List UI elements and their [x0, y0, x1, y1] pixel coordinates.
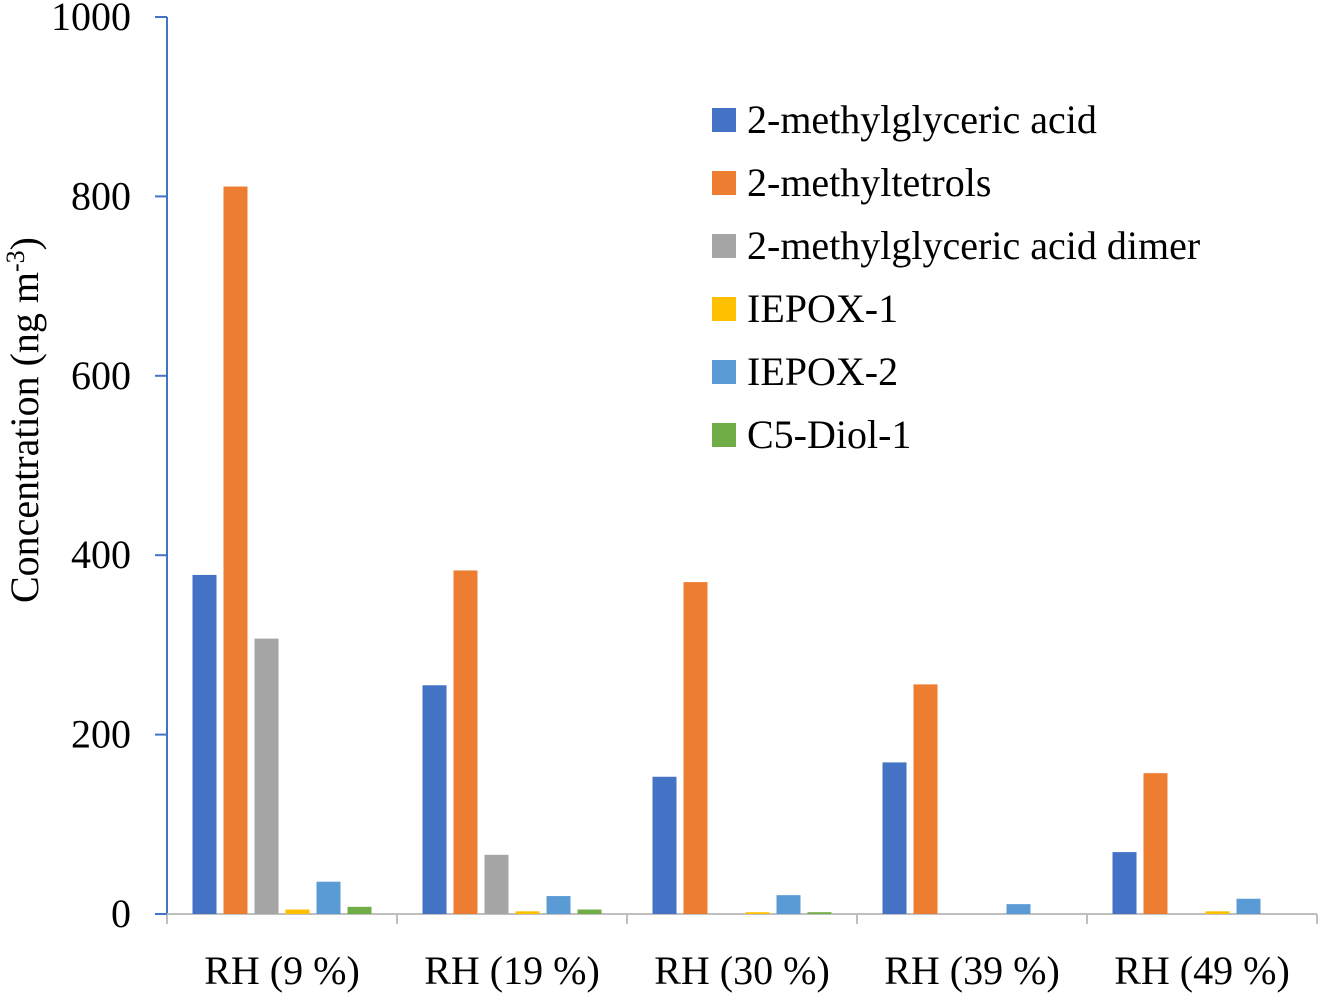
- legend-label: 2-methylglyceric acid dimer: [747, 223, 1200, 268]
- y-tick-label: 0: [111, 891, 131, 936]
- bar: [882, 762, 907, 914]
- legend: 2-methylglyceric acid 2-methyltetrols 2-me…: [712, 97, 1200, 457]
- y-axis-title-text: Concentration (ng m-3): [1, 237, 47, 603]
- bar: [347, 906, 372, 914]
- bar: [1236, 898, 1261, 914]
- legend-swatch: [712, 171, 736, 195]
- bar: [745, 912, 770, 914]
- legend-label: 2-methyltetrols: [747, 160, 991, 205]
- legend-swatch: [712, 297, 736, 321]
- bar: [1205, 911, 1230, 914]
- bar: [515, 911, 540, 914]
- bar: [652, 776, 677, 914]
- x-tick-label: RH (30 %): [654, 948, 830, 993]
- bar: [913, 684, 938, 914]
- bar: [192, 574, 217, 914]
- bar: [453, 570, 478, 914]
- legend-swatch: [712, 234, 736, 258]
- bar: [1143, 773, 1168, 914]
- y-axis-title: Concentration (ng m-3): [1, 237, 47, 603]
- legend-swatch: [712, 423, 736, 447]
- legend-label: 2-methylglyceric acid: [747, 97, 1097, 142]
- x-tick-label: RH (19 %): [424, 948, 600, 993]
- bar: [1112, 852, 1137, 914]
- bar: [577, 909, 602, 914]
- bar: [546, 896, 571, 914]
- x-tick-labels: RH (9 %) RH (19 %) RH (30 %) RH (39 %) RH (4…: [204, 948, 1290, 993]
- bars: [192, 186, 1261, 914]
- legend-label: IEPOX-2: [747, 349, 898, 394]
- y-tick-label: 600: [71, 353, 131, 398]
- bar: [683, 582, 708, 914]
- legend-swatch: [712, 108, 736, 132]
- bar: [285, 909, 310, 914]
- bar: [316, 881, 341, 914]
- legend-swatch: [712, 360, 736, 384]
- bar: [422, 685, 447, 914]
- bar: [484, 854, 509, 914]
- y-tick-label: 1000: [51, 0, 131, 39]
- y-ticks: 0 200 400 600 800 1000: [51, 0, 167, 936]
- y-tick-label: 800: [71, 173, 131, 218]
- x-tick-label: RH (49 %): [1114, 948, 1290, 993]
- bar: [223, 186, 248, 914]
- bar: [776, 895, 801, 914]
- bar: [1006, 904, 1031, 914]
- legend-label: C5-Diol-1: [747, 412, 911, 457]
- x-tick-label: RH (39 %): [884, 948, 1060, 993]
- x-tick-label: RH (9 %): [204, 948, 360, 993]
- bar: [254, 638, 279, 914]
- y-tick-label: 400: [71, 532, 131, 577]
- bar: [807, 912, 832, 914]
- legend-label: IEPOX-1: [747, 286, 898, 331]
- y-tick-label: 200: [71, 712, 131, 757]
